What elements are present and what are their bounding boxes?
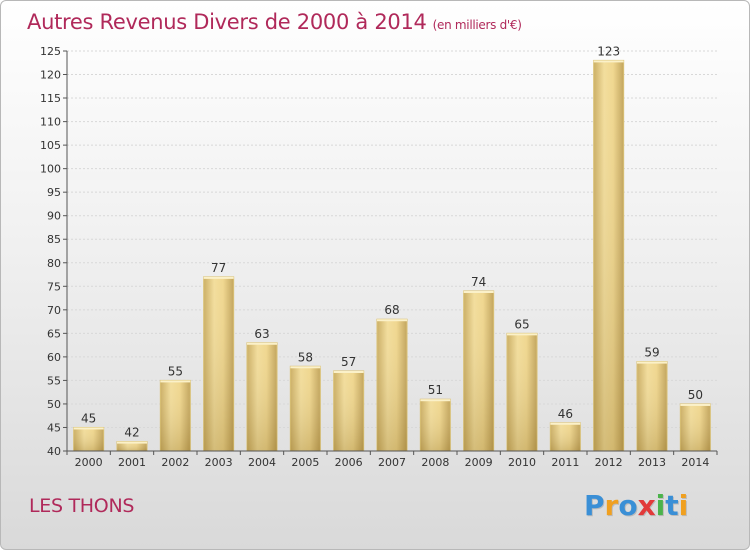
x-tick-label: 2002: [161, 456, 189, 469]
bar-top: [507, 333, 537, 336]
bar-shade: [290, 366, 321, 451]
x-tick-label: 2001: [118, 456, 146, 469]
y-axis: 40 45 50 55 60 65 70 75 80 85 90 95 100 105 110 115 120 1…: [40, 45, 68, 458]
logo-letter: t: [665, 489, 679, 522]
x-tick-label: 2007: [378, 456, 406, 469]
bar-value-label: 74: [471, 275, 486, 289]
bar-top: [680, 403, 711, 406]
bar-value-label: 65: [514, 317, 529, 331]
logo-letter: i: [678, 489, 689, 522]
bar-top: [333, 371, 364, 373]
y-tick-label: 100: [40, 163, 61, 176]
bar-value-label: 55: [168, 364, 183, 378]
bar-shade: [333, 371, 364, 451]
x-tick-label: 2004: [248, 456, 276, 469]
bar-top: [290, 366, 321, 369]
x-tick-label: 2010: [508, 456, 536, 469]
y-tick-label: 40: [47, 445, 61, 458]
y-tick-label: 75: [47, 280, 61, 293]
bar-shade: [247, 342, 277, 451]
bar-shade: [680, 403, 711, 451]
bar-shade: [420, 399, 451, 451]
y-tick-label: 65: [47, 327, 61, 340]
bar-shade: [203, 276, 234, 451]
bar-value-label: 51: [428, 383, 443, 397]
y-tick-label: 95: [47, 186, 61, 199]
y-tick-label: 120: [40, 69, 61, 82]
bar-shade: [550, 422, 581, 451]
bar-top: [247, 342, 277, 345]
bar-top: [420, 399, 451, 402]
bar-value-label: 77: [211, 261, 226, 275]
bar-shade: [463, 291, 494, 451]
y-tick-label: 105: [40, 139, 61, 152]
y-tick-label: 55: [47, 374, 61, 387]
bar-value-label: 42: [124, 426, 139, 440]
logo-letter: x: [637, 489, 656, 522]
bar-shade: [637, 361, 667, 451]
bar-shade: [507, 333, 537, 451]
bar-top: [550, 422, 581, 425]
x-axis: 2000 2001 2002 2003 2004 2005 2006 2007 2008 2009…: [66, 450, 718, 469]
bar-top: [463, 291, 494, 293]
bar-value-label: 45: [81, 411, 96, 425]
bar-value-label: 50: [688, 388, 703, 402]
x-tick-label: 2011: [551, 456, 579, 469]
y-tick-label: 110: [40, 116, 61, 129]
y-tick-label: 60: [47, 351, 61, 364]
x-tick-label: 2003: [205, 456, 233, 469]
bar-shade: [160, 380, 191, 451]
chart-title: Autres Revenus Divers de 2000 à 2014 (en …: [27, 10, 522, 34]
chart-title-text: Autres Revenus Divers de 2000 à 2014: [27, 10, 427, 34]
y-tick-label: 85: [47, 233, 61, 246]
x-tick-label: 2006: [335, 456, 363, 469]
x-tick-label: 2005: [291, 456, 319, 469]
bar-top: [377, 319, 407, 322]
chart-subtitle: (en milliers d'€): [432, 18, 522, 32]
logo-letter: i: [655, 489, 666, 522]
y-tick-label: 115: [40, 92, 61, 105]
logo-letter: r: [604, 489, 619, 522]
bars: 45 42 55 77 63 58 57 68 51 74 65 46 123 59 50: [73, 44, 711, 452]
bar-value-label: 68: [384, 303, 399, 317]
proxiti-logo: Proxiti: [584, 489, 688, 522]
y-tick-label: 45: [47, 421, 61, 434]
bar-value-label: 63: [254, 327, 269, 341]
bar-value-label: 46: [558, 407, 573, 421]
bar-shade: [377, 319, 407, 451]
bar-top: [160, 380, 191, 383]
x-tick-label: 2000: [75, 456, 103, 469]
bar-top: [73, 427, 104, 430]
bar-shade: [593, 60, 624, 451]
bar-value-label: 123: [597, 44, 620, 58]
bar-top: [203, 276, 234, 279]
bar-shade: [73, 427, 104, 451]
x-tick-label: 2008: [421, 456, 449, 469]
commune-name: LES THONS: [29, 495, 135, 517]
bar-value-label: 57: [341, 355, 356, 369]
bar-top: [637, 361, 667, 364]
y-tick-label: 70: [47, 304, 61, 317]
x-tick-label: 2014: [681, 456, 709, 469]
x-tick-label: 2013: [638, 456, 666, 469]
x-tick-label: 2009: [465, 456, 493, 469]
x-tick-label: 2012: [595, 456, 623, 469]
y-tick-label: 50: [47, 398, 61, 411]
bar-top: [117, 441, 147, 444]
bar-shade: [117, 441, 147, 451]
bar-value-label: 59: [644, 346, 659, 360]
bar-top: [593, 60, 624, 63]
logo-letter: P: [584, 489, 605, 522]
logo-letter: o: [618, 489, 638, 522]
y-tick-label: 80: [47, 257, 61, 270]
y-tick-label: 90: [47, 210, 61, 223]
bar-value-label: 58: [298, 350, 313, 364]
y-tick-label: 125: [40, 45, 61, 58]
